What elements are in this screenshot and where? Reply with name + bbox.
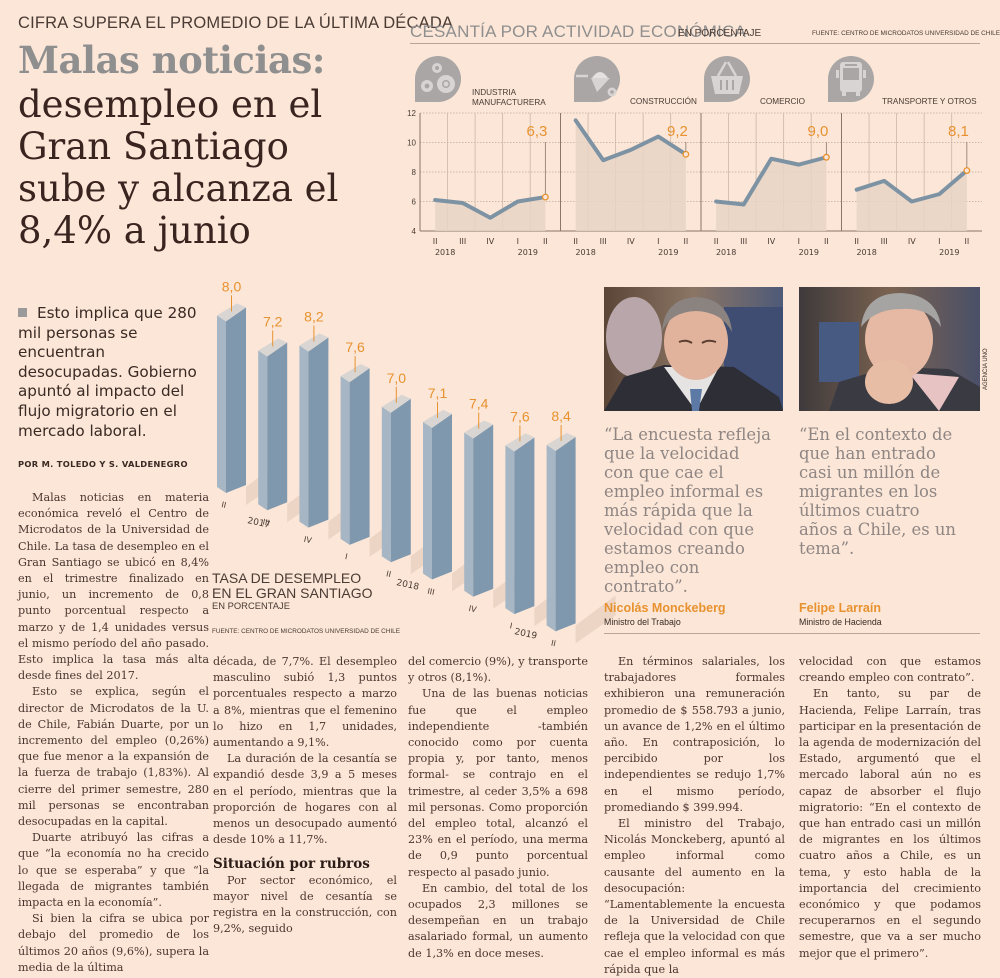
data-label: 7,6 bbox=[345, 339, 365, 355]
quote-author-role: Ministro del Trabajo bbox=[604, 617, 681, 627]
body-column-2: década, de 7,7%. El desempleo masculino … bbox=[213, 654, 397, 937]
bar bbox=[308, 338, 328, 528]
x-tick-label: III bbox=[427, 587, 436, 597]
divider bbox=[604, 633, 980, 634]
bar bbox=[226, 307, 246, 493]
photo-credit: AGENCIA UNO bbox=[983, 348, 989, 390]
year-label: 2019 bbox=[658, 248, 678, 257]
data-point-highlight bbox=[683, 152, 689, 158]
bar bbox=[556, 437, 576, 631]
x-tick-label: II bbox=[964, 237, 969, 246]
bar-side bbox=[505, 445, 514, 614]
x-tick-label: II bbox=[385, 569, 391, 579]
paragraph: Una de las buenas noticias fue que el em… bbox=[408, 686, 588, 880]
data-label: 7,1 bbox=[428, 385, 448, 401]
paragraph: En tanto, su par de Hacienda, Felipe Lar… bbox=[799, 686, 981, 961]
paragraph: Malas noticias en materia económica reve… bbox=[18, 490, 209, 684]
data-label: 9,0 bbox=[807, 123, 828, 140]
paragraph: Por sector económico, el mayor nivel de … bbox=[213, 873, 397, 938]
year-label: 2019 bbox=[799, 248, 819, 257]
paragraph: En términos salariales, los trabajadores… bbox=[604, 654, 785, 816]
x-tick-label: IV bbox=[908, 237, 916, 246]
bar bbox=[350, 368, 370, 545]
body-column-4: En términos salariales, los trabajadores… bbox=[604, 654, 785, 978]
body-column-1: Malas noticias en materia económica reve… bbox=[18, 490, 209, 976]
bar bbox=[473, 425, 493, 597]
quote-author-role: Ministro de Hacienda bbox=[799, 617, 882, 627]
paragraph: velocidad con que estamos creando empleo… bbox=[799, 654, 981, 686]
x-tick-label: I bbox=[509, 621, 513, 630]
paragraph: década, de 7,7%. El desempleo masculino … bbox=[213, 654, 397, 751]
body-column-3: del comercio (9%), y transporte y otros … bbox=[408, 654, 588, 962]
bar-side bbox=[258, 350, 267, 510]
paragraph: El ministro del Trabajo, Nicolás Monckeb… bbox=[604, 816, 785, 978]
x-tick-label: II bbox=[714, 237, 719, 246]
paragraph: Si bien la cifra se ubica por debajo del… bbox=[18, 911, 209, 976]
bar-side bbox=[547, 445, 556, 631]
x-tick-label: II bbox=[221, 500, 227, 510]
x-tick-label: I bbox=[938, 237, 940, 246]
bar-chart-title: TASA DE DESEMPLEO EN EL GRAN SANTIAGO bbox=[212, 571, 373, 601]
year-label: 2019 bbox=[939, 248, 959, 257]
area-fill bbox=[716, 157, 826, 231]
bar bbox=[514, 437, 534, 614]
bar bbox=[267, 342, 287, 510]
x-tick-label: IV bbox=[627, 237, 635, 246]
paragraph: Duarte atribuyó las cifras a que “la eco… bbox=[18, 830, 209, 911]
data-label: 8,4 bbox=[551, 408, 571, 424]
x-tick-label: I bbox=[344, 552, 348, 561]
x-tick-label: II bbox=[824, 237, 829, 246]
quote-monckeberg: “La encuesta refleja que la velocidad co… bbox=[604, 425, 784, 596]
x-tick-label: II bbox=[683, 237, 688, 246]
data-point-highlight bbox=[824, 154, 830, 160]
data-label: 8,0 bbox=[222, 278, 242, 294]
photo-larrain bbox=[799, 287, 980, 411]
data-label: 8,2 bbox=[304, 309, 324, 325]
data-label: 7,0 bbox=[387, 370, 407, 386]
subheading: Situación por rubros bbox=[213, 856, 397, 872]
paragraph: La duración de la cesantía se expandió d… bbox=[213, 751, 397, 848]
bar-chart-source: FUENTE: CENTRO DE MICRODATOS UNIVERSIDAD… bbox=[212, 628, 400, 635]
data-label: 7,6 bbox=[510, 408, 530, 424]
bar-side bbox=[217, 315, 226, 493]
data-label: 7,2 bbox=[263, 313, 283, 329]
x-tick-label: II bbox=[854, 237, 859, 246]
data-label: 9,2 bbox=[667, 123, 688, 140]
data-point-highlight bbox=[964, 168, 970, 174]
bar bbox=[391, 399, 411, 562]
bar bbox=[432, 414, 452, 580]
bar-side bbox=[299, 346, 308, 528]
bar-side bbox=[382, 407, 391, 562]
paragraph: Esto se explica, según el director de Mi… bbox=[18, 684, 209, 830]
data-label: 8,1 bbox=[948, 123, 969, 140]
x-tick-label: I bbox=[657, 237, 659, 246]
quote-author-name: Felipe Larraín bbox=[799, 601, 881, 615]
x-tick-label: IV bbox=[468, 604, 478, 615]
year-label: 2018 bbox=[716, 248, 736, 257]
x-tick-label: III bbox=[881, 237, 888, 246]
paragraph: del comercio (9%), y transporte y otros … bbox=[408, 654, 588, 686]
x-tick-label: I bbox=[798, 237, 800, 246]
quote-author-name: Nicolás Monckeberg bbox=[604, 601, 726, 615]
body-column-5: velocidad con que estamos creando empleo… bbox=[799, 654, 981, 962]
data-label: 7,4 bbox=[469, 396, 489, 412]
year-label: 2018 bbox=[395, 578, 420, 593]
x-tick-label: IV bbox=[767, 237, 775, 246]
x-tick-label: II bbox=[550, 639, 556, 649]
bar-side bbox=[464, 433, 473, 597]
x-tick-label: IV bbox=[303, 535, 313, 546]
year-label: 2018 bbox=[856, 248, 876, 257]
year-label: 2019 bbox=[513, 627, 538, 642]
quote-larrain: “En el contexto de que han entrado casi … bbox=[799, 425, 979, 558]
photo-monckeberg bbox=[604, 287, 783, 411]
bar-chart-subtitle: EN PORCENTAJE bbox=[212, 600, 290, 611]
bar-side bbox=[341, 376, 350, 545]
x-tick-label: III bbox=[740, 237, 747, 246]
bar-side bbox=[423, 422, 432, 580]
